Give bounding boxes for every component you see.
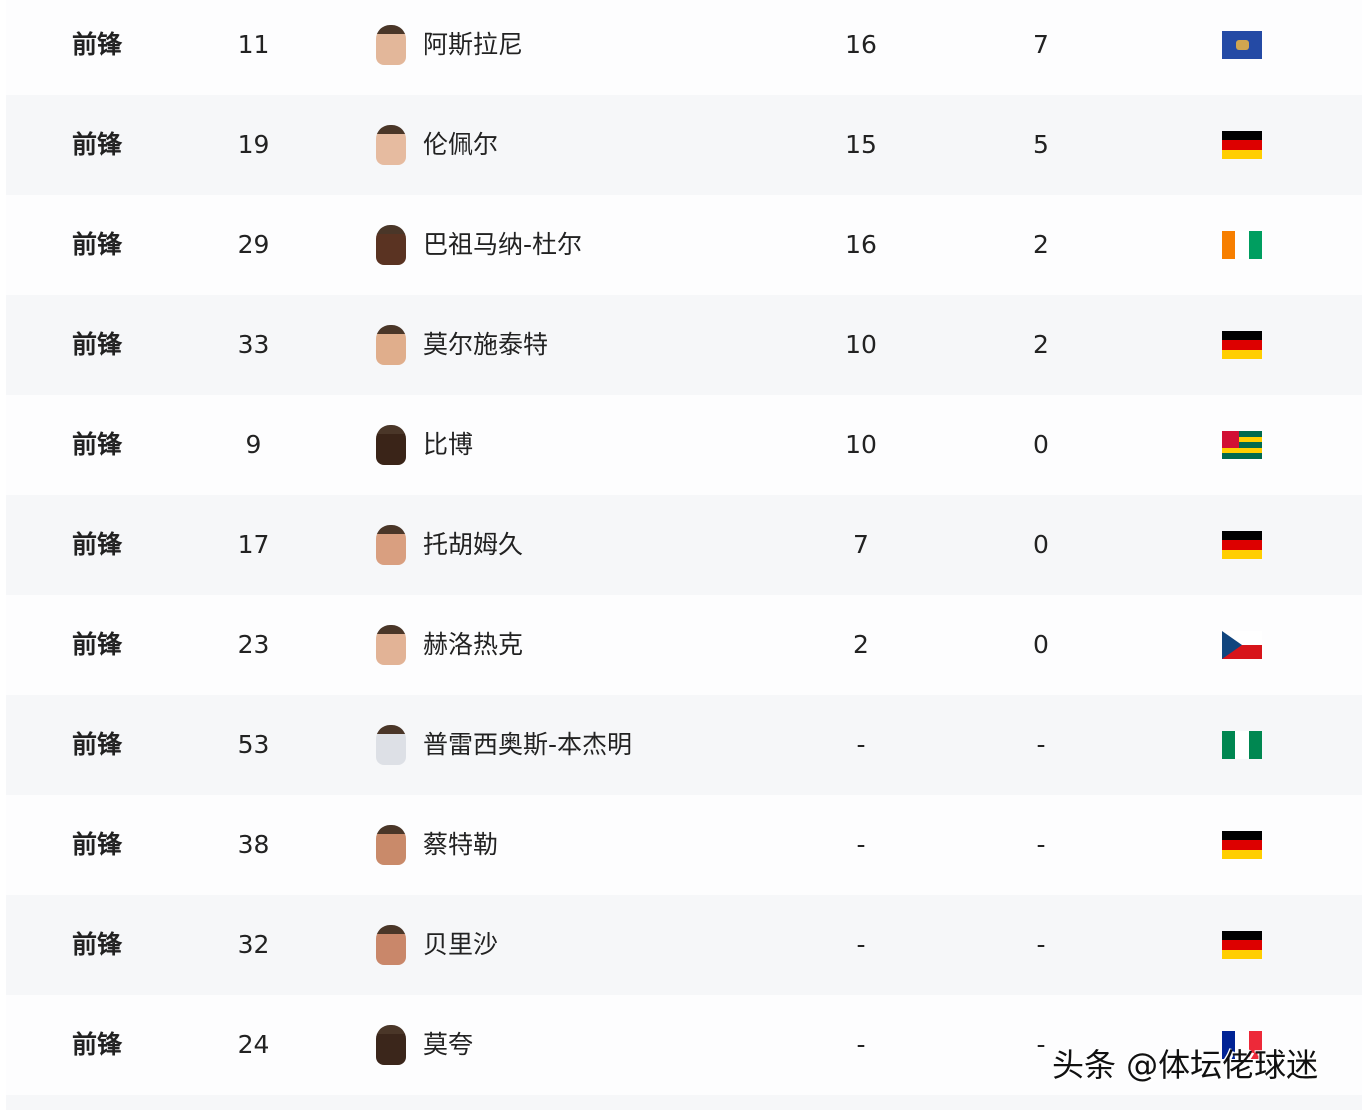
goals: 2 [1033, 330, 1049, 359]
player-avatar-icon [376, 425, 406, 465]
czech-flag-icon [1222, 631, 1262, 659]
goals: - [1036, 1030, 1046, 1059]
player-avatar-icon [376, 225, 406, 265]
player-avatar-icon [376, 725, 406, 765]
position: 前锋 [72, 530, 123, 559]
table-row[interactable]: 前锋 19 伦佩尔 15 5 [6, 95, 1362, 195]
appearances: 16 [845, 30, 877, 59]
player-name[interactable]: 比博 [423, 430, 474, 459]
watermark: 头条 @体坛佬球迷 [1052, 1046, 1319, 1084]
appearances: - [856, 730, 866, 759]
nigeria-flag-icon [1222, 731, 1262, 759]
germany-flag-icon [1222, 831, 1262, 859]
goals: 0 [1033, 530, 1049, 559]
player-name[interactable]: 赫洛热克 [423, 630, 524, 659]
player-name[interactable]: 蔡特勒 [423, 830, 499, 859]
player-name[interactable]: 巴祖马纳-杜尔 [423, 230, 583, 259]
ivory-coast-flag-icon [1222, 231, 1262, 259]
goals: - [1036, 930, 1046, 959]
position: 前锋 [72, 230, 123, 259]
player-name[interactable]: 伦佩尔 [423, 130, 499, 159]
appearances: 10 [845, 430, 877, 459]
appearances: 10 [845, 330, 877, 359]
goals: - [1036, 730, 1046, 759]
player-name[interactable]: 莫夸 [423, 1030, 474, 1059]
appearances: 15 [845, 130, 877, 159]
shirt-number: 23 [237, 630, 270, 659]
position: 前锋 [72, 130, 123, 159]
goals: 0 [1033, 430, 1049, 459]
player-avatar-icon [376, 25, 406, 65]
table-bottom-row [6, 1095, 1362, 1110]
goals: 2 [1033, 230, 1049, 259]
position: 前锋 [72, 430, 123, 459]
appearances: - [856, 830, 866, 859]
table-row[interactable]: 前锋 32 贝里沙 - - [6, 895, 1362, 995]
position: 前锋 [72, 930, 123, 959]
player-avatar-icon [376, 525, 406, 565]
player-name[interactable]: 莫尔施泰特 [423, 330, 549, 359]
germany-flag-icon [1222, 331, 1262, 359]
germany-flag-icon [1222, 931, 1262, 959]
shirt-number: 29 [237, 230, 270, 259]
table-row[interactable]: 前锋 11 阿斯拉尼 16 7 [6, 0, 1362, 95]
player-name[interactable]: 阿斯拉尼 [423, 30, 524, 59]
goals: - [1036, 830, 1046, 859]
shirt-number: 11 [237, 30, 270, 59]
goals: 7 [1033, 30, 1049, 59]
shirt-number: 19 [237, 130, 270, 159]
position: 前锋 [72, 1030, 123, 1059]
france-flag-icon [1222, 1031, 1262, 1059]
appearances: 2 [853, 630, 869, 659]
shirt-number: 38 [237, 830, 270, 859]
player-avatar-icon [376, 325, 406, 365]
table-row[interactable]: 前锋 9 比博 10 0 [6, 395, 1362, 495]
table-row[interactable]: 前锋 29 巴祖马纳-杜尔 16 2 [6, 195, 1362, 295]
shirt-number: 53 [237, 730, 270, 759]
position: 前锋 [72, 330, 123, 359]
table-row[interactable]: 前锋 24 莫夸 - - [6, 995, 1362, 1095]
appearances: - [856, 930, 866, 959]
player-name[interactable]: 普雷西奥斯-本杰明 [423, 730, 633, 759]
player-avatar-icon [376, 625, 406, 665]
shirt-number: 32 [237, 930, 270, 959]
goals: 5 [1033, 130, 1049, 159]
germany-flag-icon [1222, 131, 1262, 159]
shirt-number: 33 [237, 330, 270, 359]
appearances: - [856, 1030, 866, 1059]
germany-flag-icon [1222, 531, 1262, 559]
player-name[interactable]: 托胡姆久 [423, 530, 524, 559]
position: 前锋 [72, 30, 123, 59]
table-row[interactable]: 前锋 23 赫洛热克 2 0 [6, 595, 1362, 695]
goals: 0 [1033, 630, 1049, 659]
togo-flag-icon [1222, 431, 1262, 459]
shirt-number: 9 [245, 430, 262, 459]
position: 前锋 [72, 630, 123, 659]
table-row[interactable]: 前锋 17 托胡姆久 7 0 [6, 495, 1362, 595]
player-avatar-icon [376, 825, 406, 865]
appearances: 16 [845, 230, 877, 259]
table-row[interactable]: 前锋 53 普雷西奥斯-本杰明 - - [6, 695, 1362, 795]
player-avatar-icon [376, 125, 406, 165]
shirt-number: 24 [237, 1030, 270, 1059]
table-row[interactable]: 前锋 38 蔡特勒 - - [6, 795, 1362, 895]
appearances: 7 [853, 530, 869, 559]
shirt-number: 17 [237, 530, 270, 559]
table-row[interactable]: 前锋 33 莫尔施泰特 10 2 [6, 295, 1362, 395]
player-name[interactable]: 贝里沙 [423, 930, 499, 959]
player-avatar-icon [376, 1025, 406, 1065]
kosovo-flag-icon [1222, 31, 1262, 59]
position: 前锋 [72, 830, 123, 859]
player-avatar-icon [376, 925, 406, 965]
position: 前锋 [72, 730, 123, 759]
player-table: 前锋 11 阿斯拉尼 16 7 前锋 19 伦佩尔 15 5 前锋 29 巴祖马… [6, 0, 1362, 1095]
